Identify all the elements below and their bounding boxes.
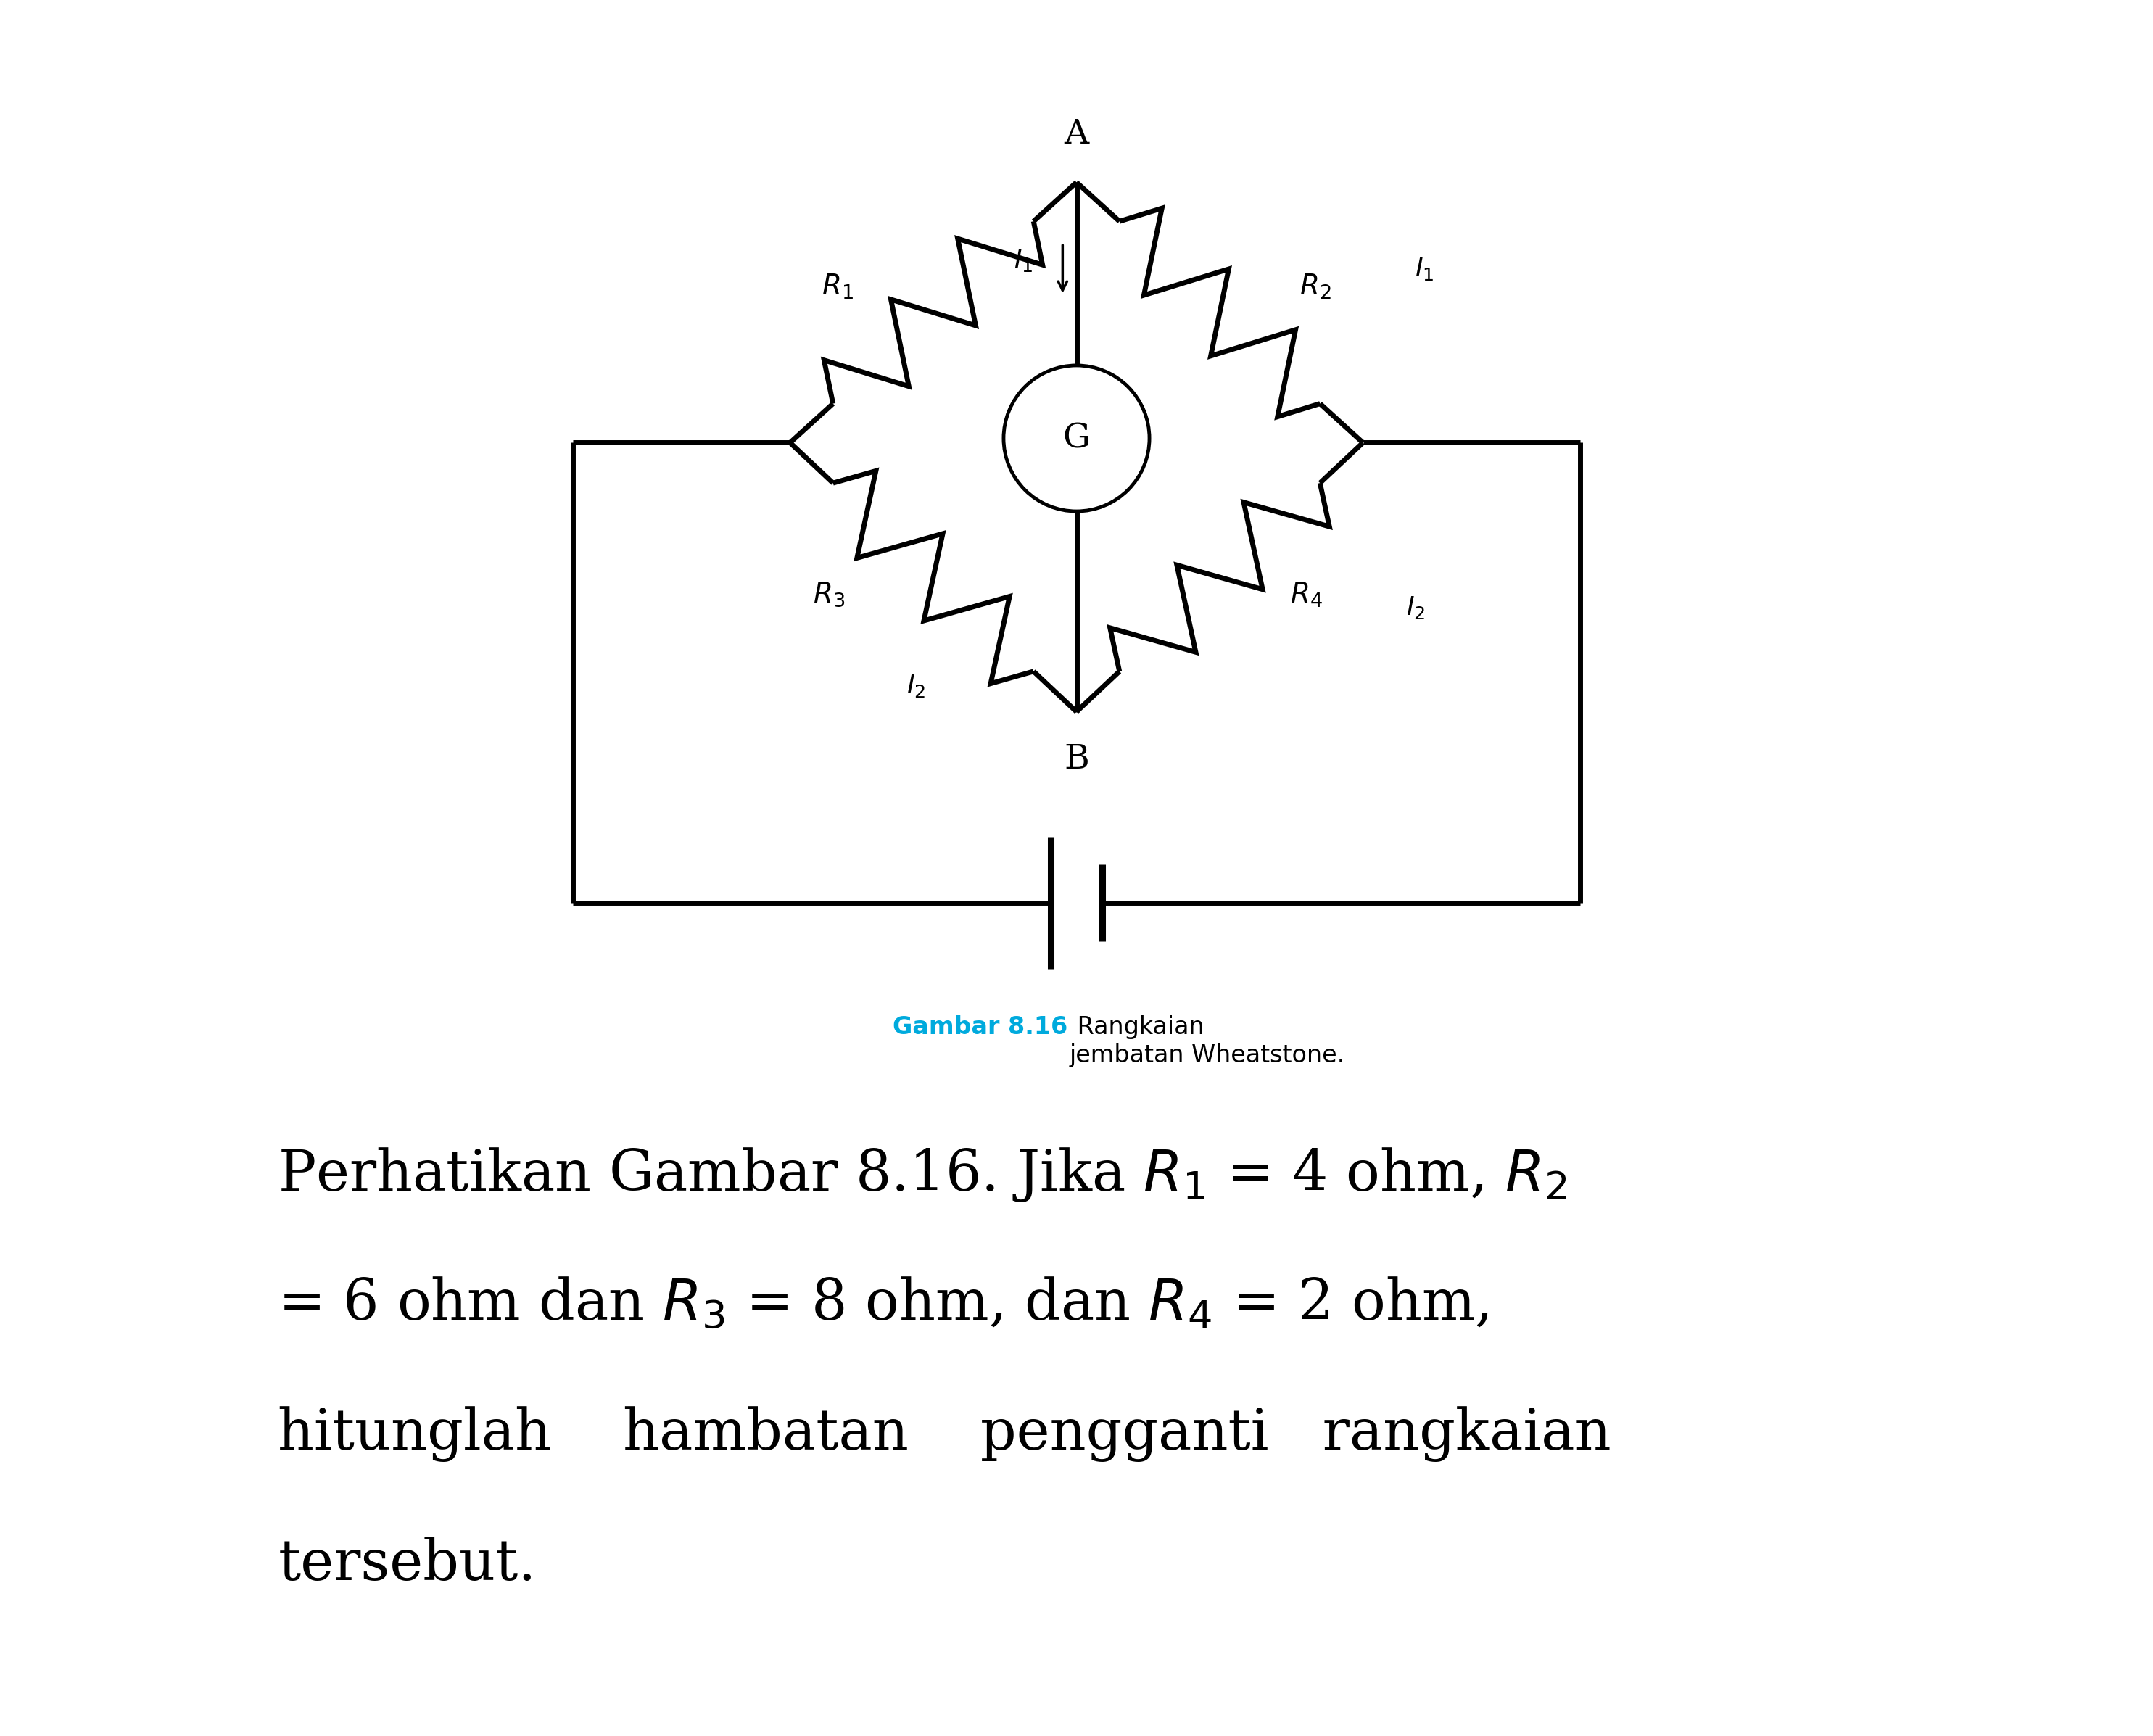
Text: $I_2$: $I_2$ bbox=[906, 674, 926, 700]
Text: tersebut.: tersebut. bbox=[278, 1536, 536, 1592]
Text: $R_1$: $R_1$ bbox=[822, 273, 855, 300]
Text: B: B bbox=[1064, 743, 1089, 776]
Text: A: A bbox=[1064, 118, 1089, 151]
Circle shape bbox=[1003, 366, 1150, 512]
Text: = 6 ohm dan $R_3$ = 8 ohm, dan $R_4$ = 2 ohm,: = 6 ohm dan $R_3$ = 8 ohm, dan $R_4$ = 2… bbox=[278, 1276, 1490, 1332]
Text: $R_2$: $R_2$ bbox=[1300, 273, 1331, 300]
Text: hitunglah    hambatan    pengganti   rangkaian: hitunglah hambatan pengganti rangkaian bbox=[278, 1406, 1610, 1462]
Text: G: G bbox=[1064, 422, 1089, 455]
Text: $I_2$: $I_2$ bbox=[1406, 595, 1425, 621]
Text: Perhatikan Gambar 8.16. Jika $R_1$ = 4 ohm, $R_2$: Perhatikan Gambar 8.16. Jika $R_1$ = 4 o… bbox=[278, 1146, 1567, 1203]
Text: $R_4$: $R_4$ bbox=[1290, 580, 1322, 609]
Text: Rangkaian
jembatan Wheatstone.: Rangkaian jembatan Wheatstone. bbox=[1070, 1016, 1346, 1068]
Text: $I_1$: $I_1$ bbox=[1014, 247, 1033, 274]
Text: $R_3$: $R_3$ bbox=[814, 580, 846, 609]
Text: $I_1$: $I_1$ bbox=[1415, 255, 1434, 283]
Text: Gambar 8.16: Gambar 8.16 bbox=[893, 1016, 1068, 1040]
